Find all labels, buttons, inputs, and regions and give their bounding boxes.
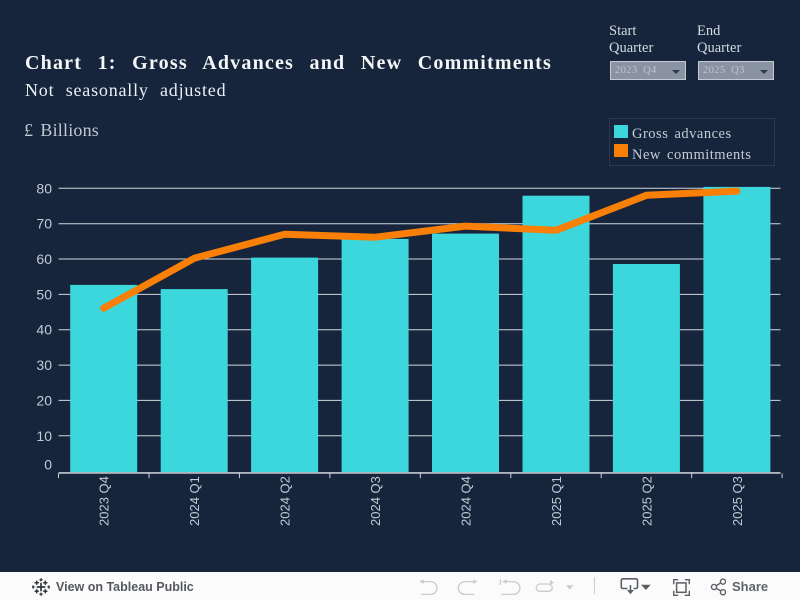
svg-text:2024 Q2: 2024 Q2 (278, 476, 293, 526)
svg-text:80: 80 (36, 180, 52, 196)
svg-text:50: 50 (36, 286, 52, 302)
svg-text:20: 20 (36, 392, 52, 408)
svg-text:10: 10 (36, 428, 52, 444)
svg-text:2024 Q1: 2024 Q1 (187, 476, 202, 526)
svg-text:70: 70 (36, 216, 52, 232)
svg-text:2024 Q3: 2024 Q3 (368, 476, 383, 526)
svg-text:2025 Q1: 2025 Q1 (549, 476, 564, 526)
svg-text:2024 Q4: 2024 Q4 (459, 476, 474, 526)
svg-text:30: 30 (36, 357, 52, 373)
svg-text:0: 0 (44, 457, 52, 473)
svg-text:2025 Q2: 2025 Q2 (639, 476, 654, 526)
svg-text:2025 Q3: 2025 Q3 (730, 476, 745, 526)
svg-text:60: 60 (36, 251, 52, 267)
svg-text:2023 Q4: 2023 Q4 (97, 476, 112, 526)
svg-text:40: 40 (36, 322, 52, 338)
